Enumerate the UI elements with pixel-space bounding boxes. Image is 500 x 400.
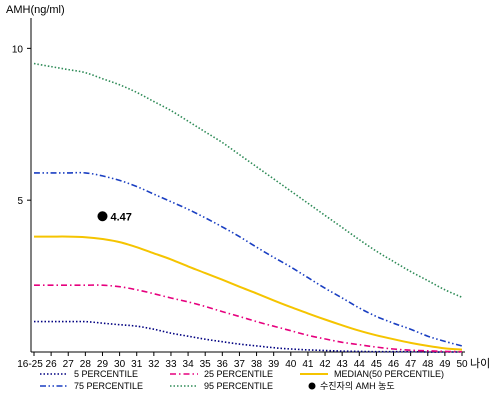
legend-marker-swatch	[308, 382, 316, 390]
x-tick-label: 34	[183, 359, 195, 370]
y-tick-label: 10	[12, 44, 24, 55]
series-layer	[33, 62, 463, 353]
x-tick-label: 32	[148, 359, 160, 370]
x-tick-label: 31	[131, 359, 143, 370]
series-line-75-percentile	[34, 171, 463, 347]
series-line-95-percentile	[33, 62, 463, 299]
highlight-layer: 4.47	[97, 211, 132, 223]
x-tick-label: 49	[439, 359, 451, 370]
x-tick-label: 41	[302, 359, 314, 370]
x-tick-label: 39	[268, 359, 280, 370]
x-tick-label: 37	[234, 359, 246, 370]
x-tick-label: 27	[63, 359, 75, 370]
x-tick-label: 35	[200, 359, 212, 370]
x-tick-label: 47	[405, 359, 417, 370]
legend-label: MEDIAN(50 PERCENTILE)	[334, 369, 444, 379]
patient-amh-value-label: 4.47	[110, 211, 131, 223]
x-tick-label: 16-25	[17, 359, 43, 370]
x-tick-label: 45	[371, 359, 383, 370]
x-tick-label: 46	[388, 359, 400, 370]
chart-axes: AMH(ng/ml) 5 10 16-25 26 27 28 29 30 31 32 33 34 35 36…	[6, 4, 490, 370]
x-tick-label: 40	[285, 359, 297, 370]
x-tick-label: 36	[217, 359, 229, 370]
legend-label: 5 PERCENTILE	[74, 369, 138, 379]
y-tick-label: 5	[17, 196, 23, 207]
x-tick-label: 28	[80, 359, 92, 370]
legend-label: 95 PERCENTILE	[204, 381, 273, 391]
series-line-25-percentile	[34, 284, 463, 353]
patient-amh-point	[97, 211, 108, 222]
series-line-5-percentile	[34, 320, 462, 353]
legend-marker-label: 수진자의 AMH 농도	[320, 381, 395, 391]
x-tick-label: 30	[114, 359, 126, 370]
legend-label: 25 PERCENTILE	[204, 369, 273, 379]
x-tick-label: 38	[251, 359, 263, 370]
x-axis-title: 나이	[470, 357, 490, 370]
y-axis-title: AMH(ng/ml)	[6, 4, 65, 16]
chart-legend: 5 PERCENTILE 25 PERCENTILE MEDIAN(50 PERCE…	[40, 369, 444, 391]
x-tick-label: 33	[165, 359, 177, 370]
series-line-median-50-percentile	[33, 235, 463, 351]
x-tick-label: 50	[456, 359, 468, 370]
x-tick-label: 43	[337, 359, 349, 370]
x-tick-label: 29	[97, 359, 109, 370]
legend-label: 75 PERCENTILE	[74, 381, 143, 391]
x-tick-label: 26	[46, 359, 58, 370]
x-tick-label: 44	[354, 359, 366, 370]
x-tick-label: 48	[422, 359, 434, 370]
x-tick-label: 42	[319, 359, 331, 370]
